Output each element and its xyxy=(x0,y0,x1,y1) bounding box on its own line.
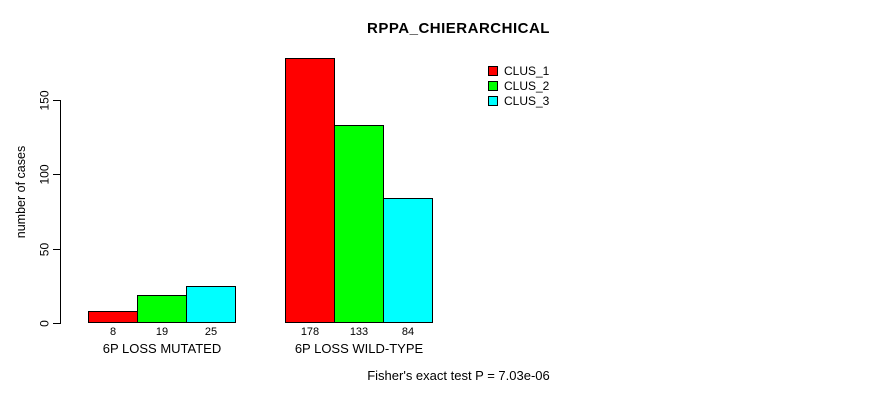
legend-swatch-clus-3 xyxy=(488,96,498,106)
bar-value-label: 8 xyxy=(109,326,117,338)
y-tick xyxy=(53,100,61,101)
bar-value-label: 25 xyxy=(204,326,218,338)
y-tick xyxy=(53,174,61,175)
chart-title: RPPA_CHIERARCHICAL xyxy=(367,20,550,37)
bar-value-label: 84 xyxy=(401,326,415,338)
footnote: Fisher's exact test P = 7.03e-06 xyxy=(367,368,550,383)
bar-clus-3-6p-loss-mutated xyxy=(186,286,236,323)
bar-clus-2-6p-loss-wild-type xyxy=(334,125,384,323)
bar-clus-3-6p-loss-wild-type xyxy=(383,198,433,323)
legend-swatch-clus-1 xyxy=(488,66,498,76)
legend-label-clus-1: CLUS_1 xyxy=(504,64,550,78)
y-tick xyxy=(53,323,61,324)
bar-value-label: 178 xyxy=(300,326,320,338)
y-tick xyxy=(53,249,61,250)
legend-label-clus-3: CLUS_3 xyxy=(504,94,550,108)
bar-value-label: 19 xyxy=(155,326,169,338)
legend-swatch-clus-2 xyxy=(488,81,498,91)
x-group-label-6p-loss-mutated: 6P LOSS MUTATED xyxy=(102,341,222,356)
y-axis-line xyxy=(60,100,61,324)
legend-label-clus-2: CLUS_2 xyxy=(504,79,550,93)
bar-value-label: 133 xyxy=(349,326,369,338)
x-group-label-6p-loss-wild-type: 6P LOSS WILD-TYPE xyxy=(294,341,424,356)
bar-clus-1-6p-loss-wild-type xyxy=(285,58,335,323)
